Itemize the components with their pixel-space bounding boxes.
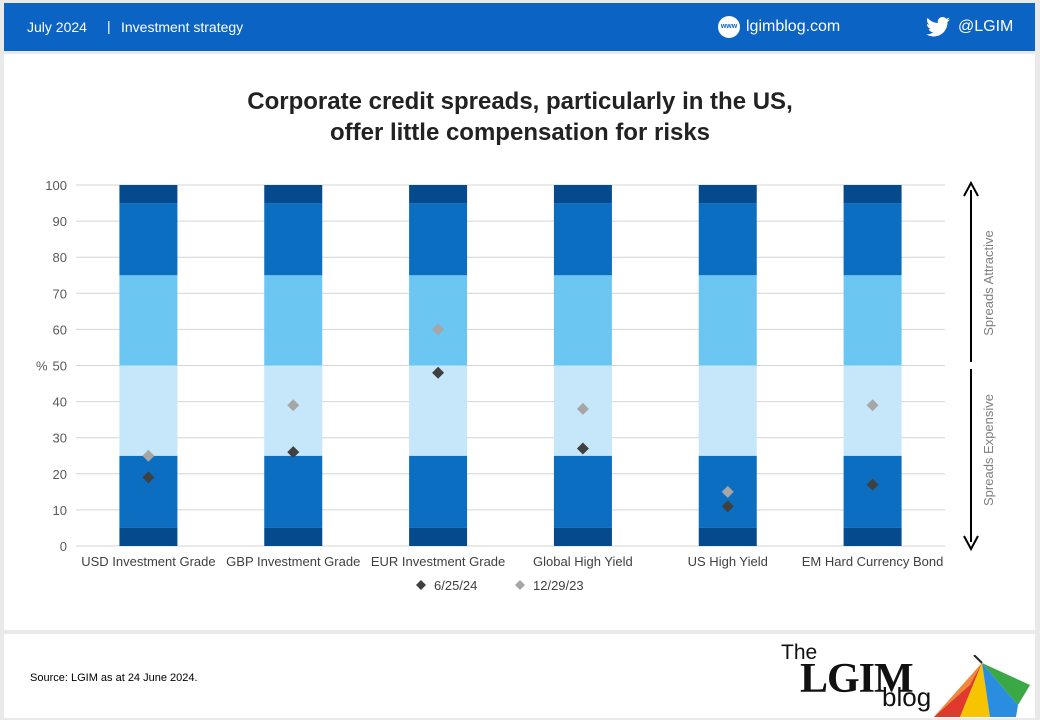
chart-title-line-1: Corporate credit spreads, particularly i… xyxy=(247,88,793,115)
x-tick-label: EUR Investment Grade xyxy=(371,554,505,569)
data-point-diamond xyxy=(866,399,879,412)
data-point-diamond xyxy=(142,449,155,462)
bar-band-segment xyxy=(264,275,323,366)
bar-band-segment xyxy=(119,203,178,276)
bar-band-segment xyxy=(843,185,902,204)
bar-band-segment xyxy=(698,275,757,366)
bar-band-segment xyxy=(843,455,902,528)
bar-band-segment xyxy=(264,203,323,276)
logo-blog-text: blog xyxy=(882,682,932,712)
data-point-diamond xyxy=(432,323,445,336)
down-arrow-icon xyxy=(963,535,979,552)
bar-band-segment xyxy=(409,527,468,546)
legend-label: 12/29/23 xyxy=(533,578,584,593)
y-tick-label: 10 xyxy=(53,503,67,518)
y-axis-label: % xyxy=(36,359,48,374)
y-tick-label: 60 xyxy=(53,322,67,337)
umbrella-logo-icon xyxy=(934,655,1030,717)
bar-band-segment xyxy=(843,275,902,366)
data-point-diamond xyxy=(576,402,589,415)
y-tick-label: 90 xyxy=(53,214,67,229)
bar-band-segment xyxy=(698,185,757,204)
y-tick-label: 20 xyxy=(53,467,67,482)
bar-band-segment xyxy=(553,203,612,276)
bar-band-segment xyxy=(119,527,178,546)
data-point-diamond xyxy=(287,399,300,412)
legend-marker xyxy=(416,580,426,590)
bar-band-segment xyxy=(119,455,178,528)
twitter-handle[interactable]: @LGIM xyxy=(958,18,1014,35)
data-point-diamond xyxy=(866,478,879,491)
bar-band-segment xyxy=(264,527,323,546)
bar-band-segment xyxy=(553,275,612,366)
bar-band-segment xyxy=(843,203,902,276)
bar-band-segment xyxy=(698,527,757,546)
logo-the-text: The xyxy=(781,641,818,664)
data-point-diamond xyxy=(721,485,734,498)
bar-band-segment xyxy=(698,365,757,456)
bar-band-segment xyxy=(409,275,468,366)
spreads-chart: 0 10 20 30 40 50 60 70 80 90 100% USD Investment Gr… xyxy=(36,178,996,593)
bar-band-segment xyxy=(553,527,612,546)
data-point-diamond xyxy=(576,442,589,455)
y-tick-label: 0 xyxy=(60,539,67,554)
data-point-diamond xyxy=(287,446,300,459)
y-tick-label: 40 xyxy=(53,395,67,410)
y-tick-label: 80 xyxy=(53,250,67,265)
data-point-diamond xyxy=(432,366,445,379)
bar-band-segment xyxy=(119,365,178,456)
header-date: July 2024 xyxy=(27,19,87,35)
header-separator: | xyxy=(107,18,111,34)
footer-panel xyxy=(4,634,1035,718)
legend-marker xyxy=(515,580,525,590)
up-arrow-icon xyxy=(963,180,979,197)
chart-title: Corporate credit spreads, particularly i… xyxy=(0,86,1040,148)
bar-band-segment xyxy=(553,185,612,204)
spreads-expensive-label: Spreads Expensive xyxy=(981,394,996,506)
bar-band-segment xyxy=(409,203,468,276)
site-link[interactable]: lgimblog.com xyxy=(746,18,841,35)
legend-label: 6/25/24 xyxy=(434,578,477,593)
y-tick-label: 30 xyxy=(53,431,67,446)
bar-band-segment xyxy=(119,185,178,204)
bar-band-segment xyxy=(553,455,612,528)
y-tick-label: 70 xyxy=(53,286,67,301)
spreads-attractive-label: Spreads Attractive xyxy=(981,230,996,336)
twitter-bird-icon[interactable] xyxy=(926,17,950,37)
www-globe-icon: www xyxy=(718,16,740,38)
bar-band-segment xyxy=(264,185,323,204)
bar-band-segment xyxy=(409,365,468,456)
bar-band-segment xyxy=(843,527,902,546)
x-tick-label: US High Yield xyxy=(688,554,768,569)
bar-band-segment xyxy=(119,275,178,366)
bar-band-segment xyxy=(409,185,468,204)
chart-title-line-2: offer little compensation for risks xyxy=(329,119,711,146)
data-point-diamond xyxy=(142,471,155,484)
x-tick-label: EM Hard Currency Bond xyxy=(802,554,944,569)
data-point-diamond xyxy=(721,500,734,513)
y-tick-label: 100 xyxy=(45,178,67,193)
source-note: Source: LGIM as at 24 June 2024. xyxy=(30,672,198,684)
y-tick-label: 50 xyxy=(53,359,67,374)
bar-band-segment xyxy=(409,455,468,528)
bar-band-segment xyxy=(264,455,323,528)
header-section[interactable]: Investment strategy xyxy=(121,19,244,35)
x-tick-label: Global High Yield xyxy=(533,554,633,569)
x-tick-label: USD Investment Grade xyxy=(81,554,215,569)
x-tick-label: GBP Investment Grade xyxy=(226,554,360,569)
bar-band-segment xyxy=(698,203,757,276)
header-bar: July 2024 | Investment strategy www lgim… xyxy=(4,3,1035,51)
logo-lgim-text: LGIM xyxy=(800,656,914,702)
